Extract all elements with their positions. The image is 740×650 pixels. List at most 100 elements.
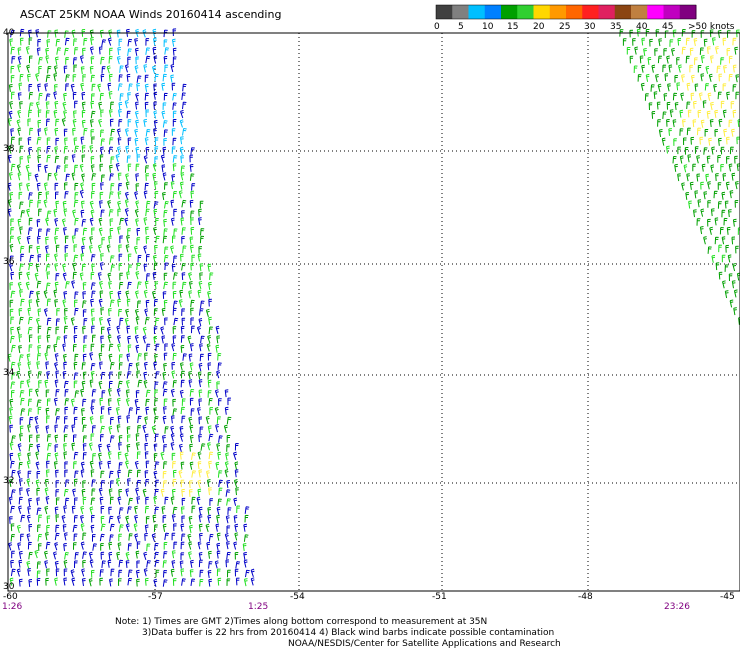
- wind-barb: [37, 109, 42, 118]
- wind-barb: [127, 469, 133, 478]
- wind-barb: [181, 398, 186, 406]
- wind-barb: [182, 83, 187, 92]
- wind-barb: [125, 389, 130, 398]
- wind-barb: [179, 119, 184, 128]
- wind-barb: [733, 307, 737, 316]
- wind-barb: [89, 352, 94, 361]
- wind-barb: [135, 183, 140, 192]
- wind-barb: [11, 435, 16, 443]
- wind-barb: [713, 83, 717, 93]
- wind-barb: [214, 389, 219, 398]
- wind-barb: [81, 578, 86, 586]
- wind-barb: [134, 326, 139, 335]
- wind-barb: [672, 92, 678, 101]
- wind-barb: [142, 488, 147, 497]
- wind-barb: [44, 478, 49, 487]
- wind-barb: [171, 128, 176, 136]
- wind-barb: [145, 38, 150, 46]
- wind-barb: [707, 92, 712, 101]
- wind-barb: [63, 361, 67, 370]
- wind-barb: [82, 532, 87, 541]
- wind-barb: [7, 199, 12, 208]
- wind-barb: [99, 361, 103, 370]
- wind-barb: [720, 57, 725, 65]
- wind-barb: [73, 254, 79, 263]
- wind-barb: [154, 353, 158, 362]
- wind-barb: [108, 146, 114, 155]
- wind-barb: [64, 469, 68, 478]
- wind-barb: [704, 129, 709, 137]
- wind-barb: [53, 91, 58, 100]
- wind-barb: [28, 245, 33, 253]
- wind-barb: [722, 83, 727, 91]
- wind-barb: [208, 451, 214, 460]
- wind-barb: [142, 424, 147, 434]
- wind-barb: [233, 497, 238, 506]
- wind-barb: [126, 426, 131, 435]
- wind-barb: [118, 435, 123, 443]
- wind-barb: [145, 47, 150, 55]
- wind-barb: [732, 37, 737, 46]
- wind-barb: [109, 496, 114, 505]
- wind-barb: [9, 516, 13, 524]
- wind-barb: [170, 181, 175, 190]
- wind-barb: [61, 118, 66, 127]
- wind-barb: [696, 218, 701, 226]
- wind-barb: [19, 156, 24, 164]
- wind-barb: [118, 183, 123, 191]
- wind-barb: [37, 524, 41, 533]
- wind-barb: [35, 29, 40, 38]
- wind-barb: [234, 469, 239, 478]
- wind-barb: [163, 56, 168, 64]
- wind-barb: [53, 73, 58, 82]
- wind-barb: [171, 343, 176, 352]
- wind-barb: [170, 217, 175, 226]
- wind-barb: [10, 381, 16, 389]
- wind-barb: [710, 101, 714, 111]
- wind-barb: [19, 245, 25, 254]
- wind-barb: [45, 47, 49, 56]
- wind-barb: [214, 407, 219, 416]
- wind-barb: [171, 82, 176, 91]
- wind-barb: [29, 199, 34, 208]
- wind-barb: [35, 461, 40, 470]
- wind-barb: [74, 145, 79, 154]
- wind-barb: [162, 102, 167, 110]
- wind-barb: [19, 425, 24, 434]
- wind-barb: [99, 154, 104, 163]
- wind-barb: [724, 200, 729, 209]
- wind-barb: [27, 541, 32, 550]
- wind-barb: [74, 497, 78, 505]
- wind-barb: [118, 569, 123, 578]
- wind-barb: [206, 541, 211, 550]
- wind-barb: [55, 568, 60, 577]
- wind-barb: [46, 326, 52, 335]
- wind-barb: [135, 316, 140, 325]
- wind-barb: [154, 245, 158, 253]
- wind-barb: [18, 345, 22, 354]
- wind-barb: [200, 228, 205, 236]
- wind-barb: [71, 424, 76, 433]
- wind-barb: [109, 255, 115, 263]
- wind-barb: [55, 38, 61, 47]
- wind-barb: [163, 570, 168, 578]
- wind-barb: [731, 280, 736, 289]
- wind-barb: [46, 398, 51, 407]
- wind-barb: [137, 255, 142, 263]
- wind-barb: [43, 308, 48, 317]
- wind-barb: [205, 523, 210, 532]
- wind-barb: [710, 55, 714, 64]
- wind-barb: [34, 416, 39, 425]
- wind-barb: [91, 317, 95, 326]
- wind-barb: [717, 182, 722, 190]
- wind-barb: [178, 190, 183, 199]
- wind-barb: [64, 235, 69, 244]
- wind-barb: [233, 479, 238, 488]
- wind-barb: [89, 119, 94, 128]
- wind-barb: [191, 496, 196, 505]
- wind-barb: [633, 65, 638, 74]
- wind-barb: [73, 326, 78, 334]
- wind-barb: [71, 154, 76, 163]
- scale-swatch: [517, 5, 534, 19]
- wind-barb: [62, 299, 67, 308]
